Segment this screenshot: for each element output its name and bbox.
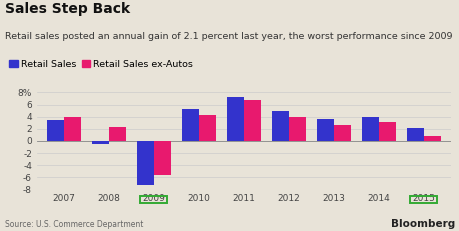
Bar: [91, 141, 109, 144]
Bar: [109, 127, 126, 141]
Text: Sales Step Back: Sales Step Back: [5, 2, 129, 16]
Bar: [316, 119, 333, 141]
Bar: [423, 136, 440, 141]
Bar: [333, 125, 350, 141]
Bar: [288, 117, 305, 141]
Bar: [153, 141, 171, 176]
Bar: [136, 141, 153, 185]
Bar: [271, 111, 288, 141]
Bar: [243, 100, 260, 141]
Text: Retail sales posted an annual gain of 2.1 percent last year, the worst performan: Retail sales posted an annual gain of 2.…: [5, 32, 451, 41]
Bar: [226, 97, 243, 141]
Bar: [198, 115, 215, 141]
Bar: [181, 109, 198, 141]
Bar: [378, 122, 395, 141]
Legend: Retail Sales, Retail Sales ex-Autos: Retail Sales, Retail Sales ex-Autos: [9, 60, 192, 69]
Bar: [47, 120, 64, 141]
Text: Source: U.S. Commerce Department: Source: U.S. Commerce Department: [5, 220, 143, 229]
Bar: [361, 117, 378, 141]
Bar: [406, 128, 423, 141]
Text: Bloomberg: Bloomberg: [390, 219, 454, 229]
Bar: [64, 117, 81, 141]
